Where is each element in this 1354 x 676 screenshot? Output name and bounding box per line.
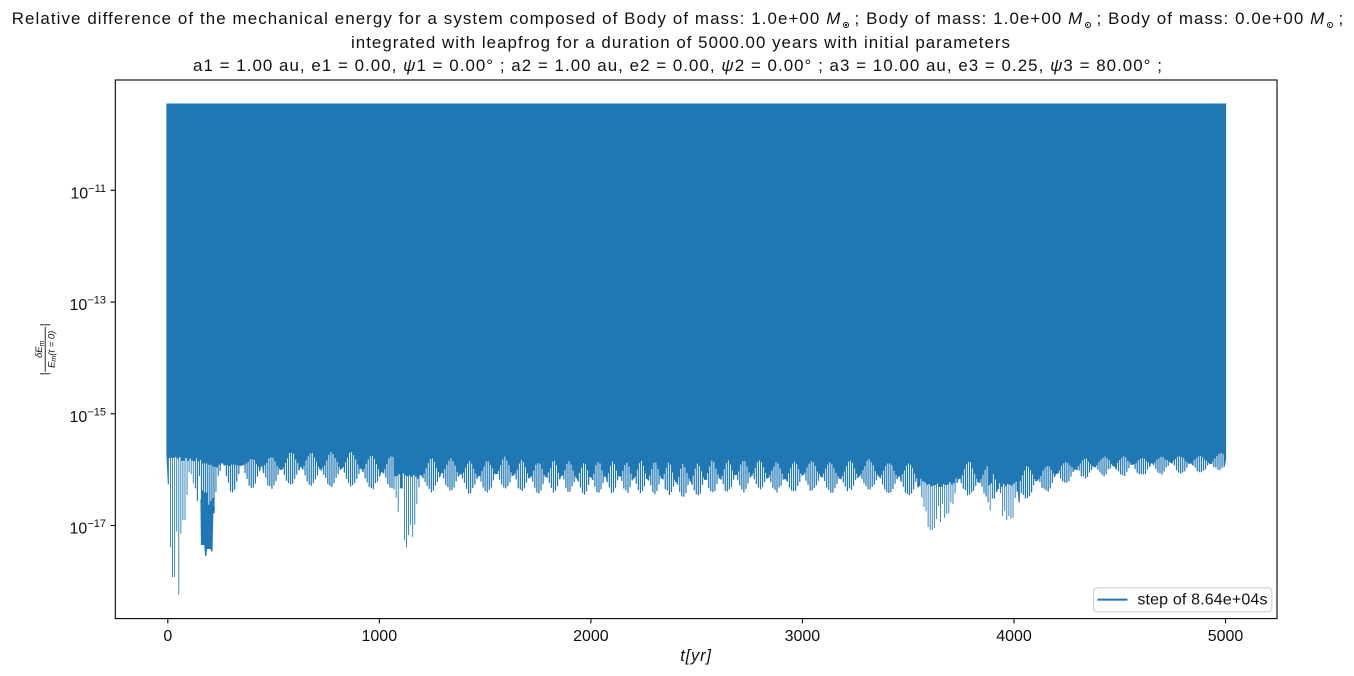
svg-text:t[yr]: t[yr] [680, 647, 712, 665]
svg-text:2000: 2000 [573, 628, 609, 645]
svg-text:1000: 1000 [362, 628, 398, 645]
svg-text:10−15: 10−15 [70, 406, 106, 425]
svg-text:3000: 3000 [785, 628, 821, 645]
svg-text:5000: 5000 [1208, 628, 1244, 645]
svg-text:δEm: δEm [34, 340, 46, 358]
svg-text:10−17: 10−17 [70, 518, 106, 537]
svg-text:10−13: 10−13 [70, 295, 106, 314]
svg-text:step of 8.64e+04s: step of 8.64e+04s [1137, 591, 1267, 608]
svg-text:0: 0 [163, 628, 172, 645]
svg-text:4000: 4000 [996, 628, 1032, 645]
svg-text:10−11: 10−11 [70, 183, 106, 202]
svg-text:Em(t = 0): Em(t = 0) [46, 331, 58, 368]
